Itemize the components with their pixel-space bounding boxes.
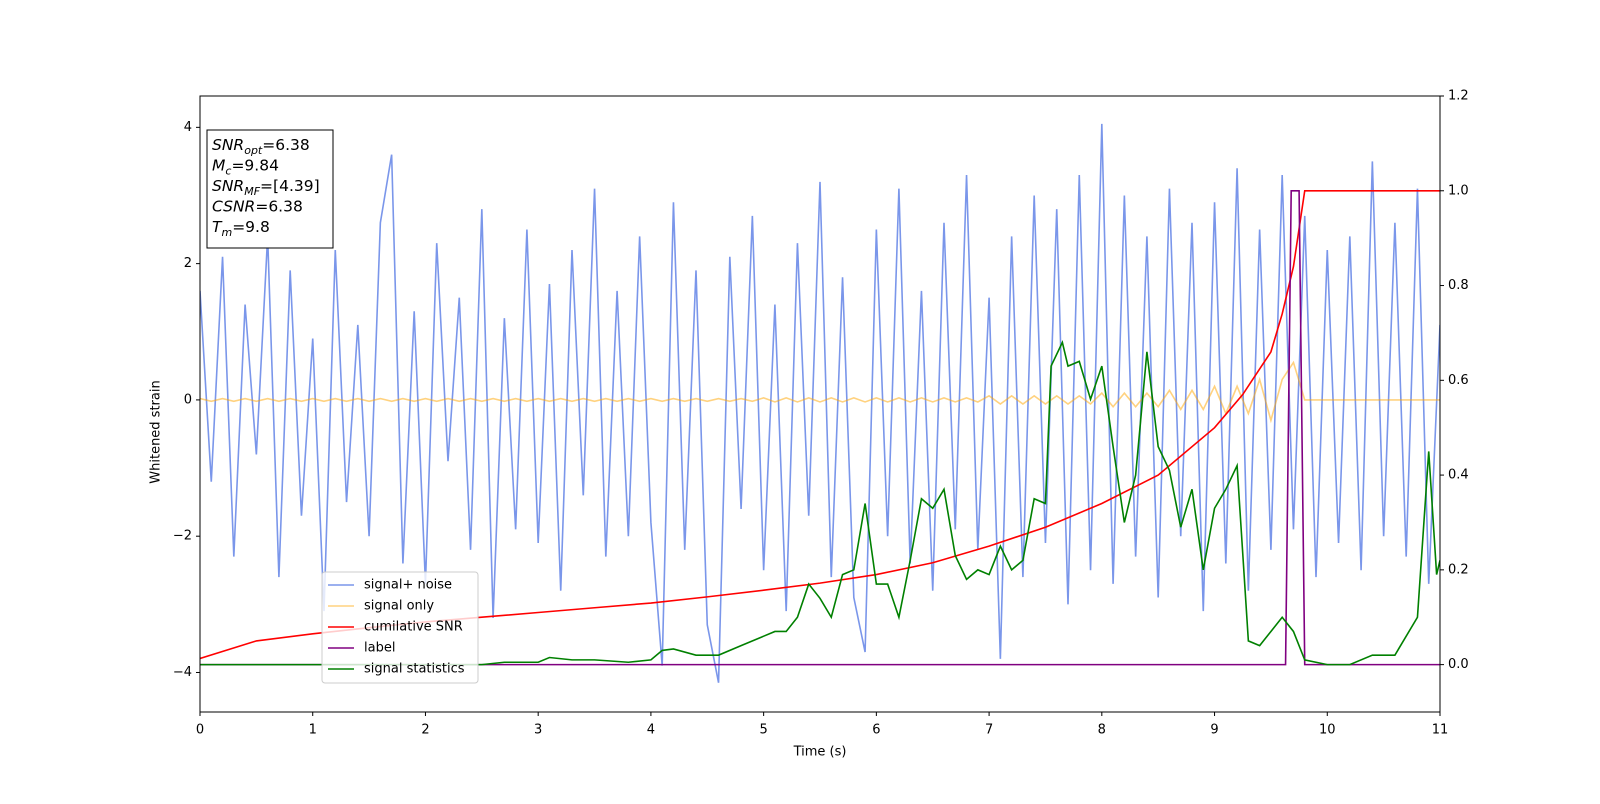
- annotation-line: CSNR=6.38: [212, 198, 303, 216]
- x-tick-label: 6: [872, 723, 880, 738]
- y-tick-label: 0: [184, 392, 192, 407]
- annotation-line: Mc=9.84: [212, 157, 279, 178]
- x-tick-label: 2: [421, 723, 429, 738]
- x-tick-label: 1: [309, 723, 317, 738]
- x-tick-label: 10: [1319, 723, 1336, 738]
- annotation-line: Tm=9.8: [212, 218, 270, 239]
- x-tick-label: 5: [759, 723, 767, 738]
- x-tick-label: 7: [985, 723, 993, 738]
- x-tick-label: 8: [1098, 723, 1106, 738]
- annotation-var: SNR: [212, 177, 244, 195]
- x-tick-label: 0: [196, 723, 204, 738]
- y-tick-label: −4: [173, 665, 192, 680]
- annotation-line: SNRopt=6.38: [212, 136, 310, 157]
- y2-tick-label: 1.0: [1448, 183, 1469, 198]
- annotation-rest: =6.38: [255, 198, 303, 216]
- y2-tick-label: 0.0: [1448, 657, 1469, 672]
- annotation-var: CSNR: [212, 198, 255, 216]
- x-tick-label: 9: [1210, 723, 1218, 738]
- y-axis-label: Whitened strain: [149, 380, 164, 483]
- y2-tick-label: 0.4: [1448, 468, 1469, 483]
- x-tick-label: 11: [1432, 723, 1449, 738]
- annotation-rest: =9.8: [232, 218, 270, 236]
- annotation-rest: =9.84: [231, 157, 279, 175]
- legend-label: signal+ noise: [364, 578, 452, 593]
- x-axis-label: Time (s): [793, 745, 847, 760]
- y2-tick-label: 0.2: [1448, 562, 1469, 577]
- annotation-rest: =[4.39]: [260, 177, 320, 195]
- legend-box: [321, 571, 479, 684]
- y-tick-label: 2: [184, 256, 192, 271]
- series-line: [200, 360, 1440, 424]
- plot-frame: [199, 95, 1441, 713]
- annotation-line: SNRMF=[4.39]: [212, 177, 320, 198]
- annotation-sub: MF: [244, 185, 260, 198]
- annotation-rest: =6.38: [262, 136, 310, 154]
- legend-label: signal only: [364, 599, 434, 614]
- y-tick-label: 4: [184, 120, 192, 135]
- series-line: [200, 123, 1440, 683]
- x-tick-label: 3: [534, 723, 542, 738]
- legend-label: cumilative SNR: [364, 620, 463, 635]
- y2-tick-label: 0.6: [1448, 373, 1469, 388]
- annotation-sub: c: [225, 165, 231, 178]
- annotation-var: T: [212, 218, 223, 236]
- annotation-var: M: [212, 157, 225, 175]
- annotation-var: SNR: [212, 136, 244, 154]
- legend-label: signal statistics: [364, 662, 465, 677]
- y2-tick-label: 1.2: [1448, 89, 1469, 104]
- legend-label: label: [364, 641, 395, 656]
- annotation-box: [206, 129, 334, 249]
- x-tick-label: 4: [647, 723, 655, 738]
- series-line: [200, 340, 1440, 666]
- annotation-sub: m: [221, 226, 232, 239]
- annotation-sub: opt: [244, 144, 263, 157]
- y2-tick-label: 0.8: [1448, 278, 1469, 293]
- y-tick-label: −2: [173, 529, 192, 544]
